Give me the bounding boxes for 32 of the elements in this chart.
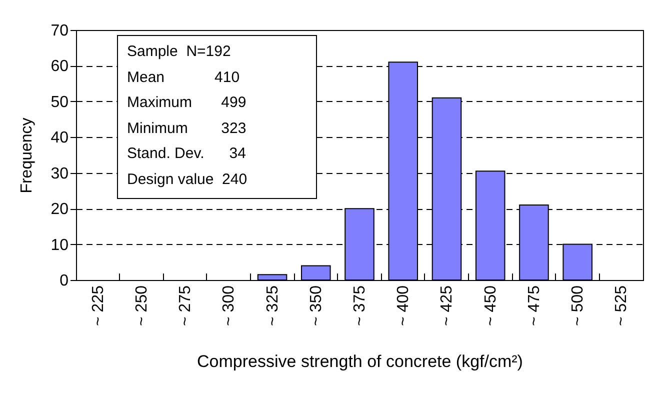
annotation: Mean 410 (127, 68, 241, 88)
annotation: Design value 240 (127, 170, 248, 190)
bar (257, 274, 288, 280)
annotation: Minimum 323 (127, 118, 248, 138)
x-tick-label: ~ 250 (133, 285, 150, 326)
y-tick-label: 0 (60, 272, 69, 290)
y-tick-label: 10 (50, 236, 69, 254)
y-tick-label: 60 (50, 58, 69, 76)
bar (344, 208, 374, 280)
y-tick-label: 40 (50, 130, 69, 147)
y-tick-label: 50 (50, 94, 69, 111)
x-tick-label: ~ 300 (220, 285, 238, 326)
annotation: Maximum 499 (127, 93, 248, 113)
annotation: Sample N=192 (127, 42, 232, 62)
x-tick-label: ~ 500 (570, 285, 587, 326)
x-tick-label: ~ 400 (395, 285, 412, 326)
annotation: Stand. Dev. 34 (127, 144, 247, 164)
x-tick-label: ~ 375 (352, 285, 368, 326)
x-tick-label: ~ 475 (526, 285, 543, 326)
x-axis-title: Compressive strength of concrete (kgf/cm²) (197, 352, 523, 371)
x-tick-label: ~ 425 (438, 285, 456, 326)
x-tick-label: ~ 275 (177, 285, 194, 326)
y-tick-label: 70 (50, 22, 69, 40)
y-tick-label: 30 (50, 165, 69, 182)
bar (300, 265, 331, 280)
x-tick-label: ~ 325 (264, 285, 282, 326)
y-axis-title: Frequency (18, 118, 36, 194)
x-tick-label: ~ 525 (613, 285, 630, 326)
x-tick-label: ~ 450 (482, 285, 500, 326)
x-tick-label: ~ 225 (90, 285, 107, 326)
x-tick-label: ~ 350 (308, 285, 325, 326)
y-tick-label: 20 (50, 201, 69, 218)
